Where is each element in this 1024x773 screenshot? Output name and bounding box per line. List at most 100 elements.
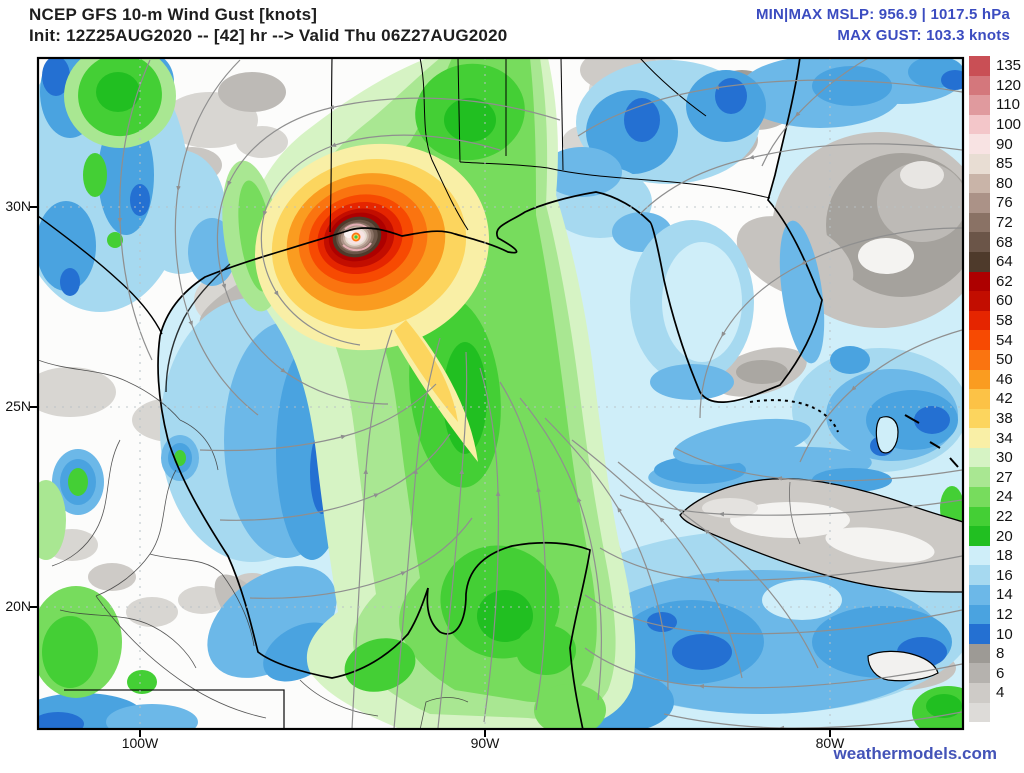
legend-label: 90 [996, 135, 1013, 153]
legend-swatch [969, 134, 990, 154]
legend-label: 110 [996, 96, 1020, 114]
legend-entry: 68 [969, 232, 1024, 252]
legend-entry: 42 [969, 389, 1024, 409]
legend-entry: 110 [969, 95, 1024, 115]
legend-label: 34 [996, 429, 1013, 447]
legend-entry: 14 [969, 585, 1024, 605]
lat-label: 30N [5, 198, 31, 214]
max-gust-line: MAX GUST: 103.3 knots [837, 27, 1010, 44]
legend-swatch [969, 75, 990, 96]
legend-swatch [969, 663, 990, 683]
lat-label: 25N [5, 398, 31, 414]
legend-swatch [969, 389, 990, 409]
legend-entry: 58 [969, 310, 1024, 331]
legend-label: 30 [996, 449, 1013, 467]
legend-label: 120 [996, 76, 1022, 94]
legend-swatch [969, 114, 990, 135]
legend-entry: 64 [969, 251, 1024, 272]
legend-swatch [969, 408, 990, 429]
legend-label: 20 [996, 527, 1013, 545]
legend-entry: 100 [969, 114, 1024, 135]
legend-entry: 72 [969, 212, 1024, 233]
legend-entry: 4 [969, 683, 1024, 703]
legend-entry: 120 [969, 75, 1024, 96]
legend-label: 80 [996, 174, 1013, 192]
lon-label: 90W [470, 735, 500, 751]
legend-swatch [969, 643, 990, 664]
lon-label: 100W [121, 735, 159, 751]
legend-label: 18 [996, 547, 1013, 565]
florida-keys [749, 399, 839, 433]
legend-entry: 6 [969, 663, 1024, 683]
legend-swatch [969, 565, 990, 586]
legend-swatch [969, 487, 990, 507]
legend-label: 54 [996, 331, 1013, 349]
legend-label: 100 [996, 116, 1022, 134]
legend-entry: 22 [969, 506, 1024, 527]
legend-swatch [969, 291, 990, 311]
legend-label: 4 [996, 684, 1005, 702]
legend-swatch [969, 526, 990, 546]
legend-swatch [969, 585, 990, 605]
page-title: NCEP GFS 10-m Wind Gust [knots] [29, 5, 318, 24]
mslp-line: MIN|MAX MSLP: 956.9 | 1017.5 hPa [755, 6, 1010, 23]
legend-swatch [969, 173, 990, 194]
legend-swatch [969, 702, 990, 723]
legend-label: 72 [996, 214, 1013, 232]
legend-label: 16 [996, 566, 1013, 584]
stats-header: MIN|MAX MSLP: 956.9 | 1017.5 hPa MAX GUS… [756, 4, 1010, 46]
legend-label: 14 [996, 586, 1013, 604]
legend-label: 50 [996, 351, 1013, 369]
legend-entry: 30 [969, 447, 1024, 468]
legend-label: 85 [996, 155, 1013, 173]
map-header: NCEP GFS 10-m Wind Gust [knots] Init: 12… [29, 4, 507, 46]
legend-entry [969, 702, 1024, 723]
legend-entry: 20 [969, 526, 1024, 546]
legend-label: 60 [996, 292, 1013, 310]
watermark-link[interactable]: weathermodels.com [833, 744, 997, 763]
legend-entry: 50 [969, 349, 1024, 370]
legend-swatch [969, 604, 990, 625]
legend-label: 62 [996, 272, 1013, 290]
legend-entry: 18 [969, 545, 1024, 566]
lat-tick [30, 606, 38, 608]
legend-swatch [969, 310, 990, 331]
legend-entry: 34 [969, 428, 1024, 448]
legend-entry: 12 [969, 604, 1024, 625]
legend-entry: 38 [969, 408, 1024, 429]
lon-tick [484, 729, 486, 737]
legend-entry: 60 [969, 291, 1024, 311]
gust-color-scale: 135 120 110 100 90 85 80 76 72 68 64 62 60 58 54 50 46 42… [969, 56, 1024, 723]
legend-entry: 8 [969, 643, 1024, 664]
legend-label: 10 [996, 625, 1013, 643]
legend-label: 58 [996, 312, 1013, 330]
legend-entry: 16 [969, 565, 1024, 586]
legend-swatch [969, 251, 990, 272]
legend-swatch [969, 153, 990, 174]
legend-entry: 135 [969, 56, 1024, 76]
legend-label: 64 [996, 253, 1013, 271]
legend-label: 42 [996, 390, 1013, 408]
legend-entry: 27 [969, 467, 1024, 488]
andros-island [875, 416, 899, 454]
legend-entry: 24 [969, 487, 1024, 507]
lon-label: 80W [815, 735, 845, 751]
legend-entry: 85 [969, 153, 1024, 174]
legend-entry: 80 [969, 173, 1024, 194]
lon-tick [829, 729, 831, 737]
legend-label: 6 [996, 664, 1005, 682]
legend-swatch [969, 447, 990, 468]
legend-label: 27 [996, 468, 1013, 486]
legend-swatch [969, 467, 990, 488]
map-frame [36, 56, 965, 731]
legend-label: 38 [996, 409, 1013, 427]
legend-entry: 90 [969, 134, 1024, 154]
legend-swatch [969, 683, 990, 703]
legend-label: 135 [996, 57, 1022, 75]
legend-label: 76 [996, 194, 1013, 212]
legend-label: 8 [996, 645, 1005, 663]
lat-tick [30, 206, 38, 208]
legend-swatch [969, 369, 990, 390]
